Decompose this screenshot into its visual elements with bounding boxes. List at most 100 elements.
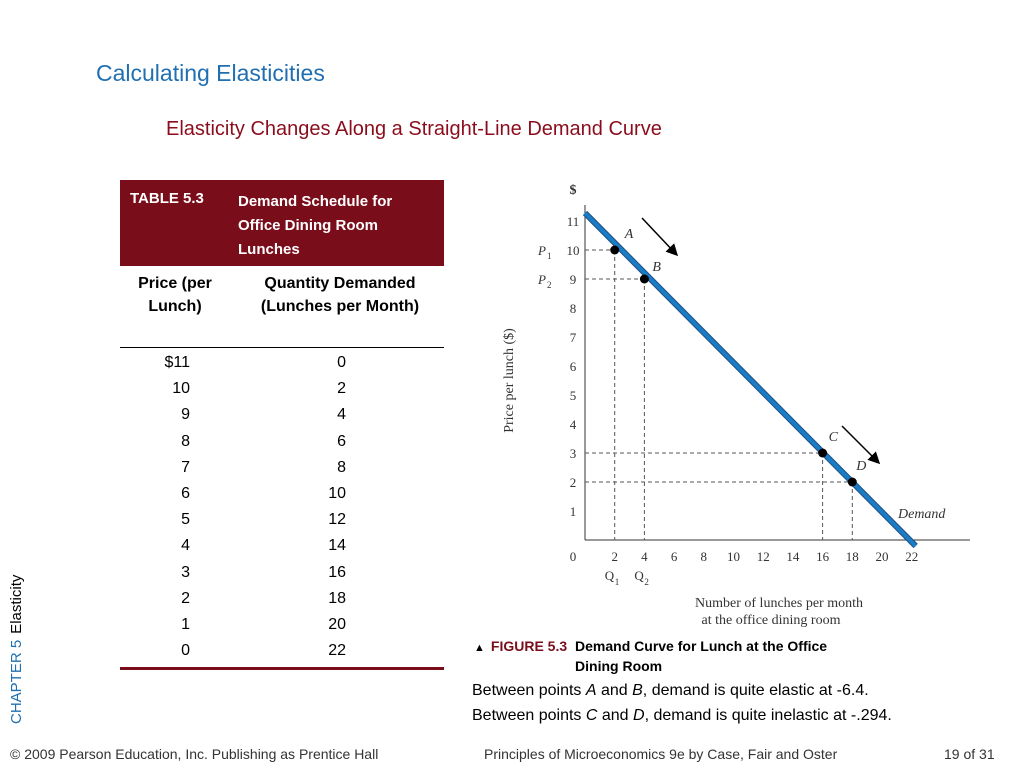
price-column-header: Price (per Lunch) <box>138 275 212 315</box>
footer-copyright: © 2009 Pearson Education, Inc. Publishin… <box>10 746 379 762</box>
x-axis-title-line1: Number of lunches per month <box>695 596 863 611</box>
y-tick-label: 3 <box>570 446 577 461</box>
table-price-cell: 6 <box>181 485 190 502</box>
x-tick-label: 20 <box>876 549 889 564</box>
table-quantity-cell: 8 <box>337 458 346 476</box>
y-axis-title: Price per lunch ($) <box>502 328 517 433</box>
y-tick-label: 5 <box>570 388 577 403</box>
demand-series-label: Demand <box>897 507 946 522</box>
table-price-cell: 3 <box>181 563 190 581</box>
table-price-cell: 0 <box>181 642 190 660</box>
q1-subscript: 1 <box>615 577 620 587</box>
q2-label: Q <box>634 568 644 583</box>
table-quantity-cell: 16 <box>328 563 346 581</box>
movement-arrow-ab <box>641 217 679 257</box>
note-ab-point-b: B <box>632 682 643 699</box>
table-price-cell: 4 <box>181 537 190 555</box>
table-price-cell: 9 <box>181 406 190 424</box>
table-quantity-cell: 4 <box>337 406 346 424</box>
y-tick-label: 6 <box>570 359 577 374</box>
q2-subscript: 2 <box>644 577 649 587</box>
figure-caption: ▲ FIGURE 5.3 Demand Curve for Lunch at th… <box>474 636 855 676</box>
note-cd-prefix: Between points <box>472 707 586 724</box>
figure-number: FIGURE 5.3 <box>490 638 568 654</box>
movement-arrow-cd <box>841 425 881 465</box>
x-tick-label: 0 <box>570 549 577 564</box>
data-point <box>847 477 857 487</box>
y-tick-label: 4 <box>570 417 577 432</box>
slide-subtitle: Elasticity Changes Along a Straight-Line… <box>166 118 662 140</box>
table-quantity-cell: 12 <box>328 511 346 529</box>
table-caption: Demand Schedule for Office Dining Room L… <box>238 193 393 258</box>
table-header: TABLE 5.3 Demand Schedule for Office Din… <box>120 180 444 266</box>
y-tick-label: 10 <box>567 243 580 258</box>
x-tick-label: 14 <box>786 549 800 564</box>
table-price-cell: 2 <box>181 589 190 607</box>
footer-book: Principles of Microeconomics 9e by Case,… <box>484 746 838 762</box>
x-tick-label: 18 <box>846 549 859 564</box>
y-tick-label: 7 <box>570 330 577 345</box>
y-tick-label: 1 <box>570 504 577 519</box>
table-quantity-cell: 6 <box>337 432 346 450</box>
table-price-cell: 10 <box>172 380 190 398</box>
note-cd-and: and <box>597 707 634 724</box>
table-quantity-cell: 10 <box>328 485 346 502</box>
table-price-cell: $11 <box>164 354 190 371</box>
y-tick-label: 2 <box>570 475 577 490</box>
triangle-icon: ▲ <box>474 642 485 654</box>
note-ab-point-a: A <box>585 682 597 699</box>
point-label: C <box>829 430 839 445</box>
table-quantity-cell: 22 <box>328 642 346 660</box>
quantity-column-header: Quantity Demanded (Lunches per Month) <box>260 275 420 315</box>
x-tick-label: 2 <box>611 549 618 564</box>
point-label: B <box>652 260 661 275</box>
p2-label: P <box>537 272 546 287</box>
slide-title: Calculating Elasticities <box>96 60 325 86</box>
table-price-cell: 8 <box>181 432 190 450</box>
x-axis-title-line2: at the office dining room <box>702 613 841 628</box>
x-tick-label: 4 <box>641 549 648 564</box>
table-bottom-rule <box>120 667 444 670</box>
x-tick-label: 12 <box>757 549 770 564</box>
note-cd-point-c: C <box>585 707 598 724</box>
x-tick-label: 22 <box>905 549 918 564</box>
point-label: A <box>624 227 634 242</box>
x-tick-label: 10 <box>727 549 740 564</box>
data-point <box>818 448 828 458</box>
table-quantity-cell: 18 <box>328 589 346 607</box>
note-ab: Between points A and B, demand is quite … <box>472 682 869 700</box>
table-quantity-cell: 2 <box>337 380 346 398</box>
note-cd-point-d: D <box>633 707 645 724</box>
note-cd-text: , demand is quite inelastic at -.294. <box>644 707 892 724</box>
x-tick-label: 6 <box>671 549 678 564</box>
x-tick-label: 8 <box>701 549 708 564</box>
table-quantity-cell: 14 <box>328 537 346 555</box>
note-cd: Between points C and D, demand is quite … <box>472 707 892 725</box>
y-tick-label: 11 <box>567 214 580 229</box>
table-price-cell: 7 <box>181 458 190 476</box>
table-quantity-cell: 0 <box>337 354 346 371</box>
y-axis-unit-label: $ <box>570 183 577 198</box>
note-ab-text: , demand is quite elastic at -6.4. <box>642 682 869 699</box>
data-point <box>639 274 649 284</box>
data-point <box>610 245 620 255</box>
table-number: TABLE 5.3 <box>130 190 204 207</box>
p1-subscript: 1 <box>547 251 552 261</box>
table-price-cell: 1 <box>181 616 190 633</box>
table-header-rule <box>120 347 444 348</box>
y-tick-label: 9 <box>570 272 577 287</box>
p2-subscript: 2 <box>547 280 552 290</box>
figure-caption-text: Demand Curve for Lunch at the Office Din… <box>575 638 828 674</box>
y-tick-label: 8 <box>570 301 577 316</box>
demand-line <box>583 211 918 548</box>
table-quantity-cell: 20 <box>328 616 346 633</box>
point-label: D <box>855 459 866 474</box>
p1-label: P <box>537 243 546 258</box>
x-tick-label: 16 <box>816 549 830 564</box>
note-ab-prefix: Between points <box>472 682 586 699</box>
q1-label: Q <box>605 568 615 583</box>
note-ab-and: and <box>596 682 633 699</box>
footer-page-number: 19 of 31 <box>944 746 995 762</box>
table-price-cell: 5 <box>181 511 190 529</box>
